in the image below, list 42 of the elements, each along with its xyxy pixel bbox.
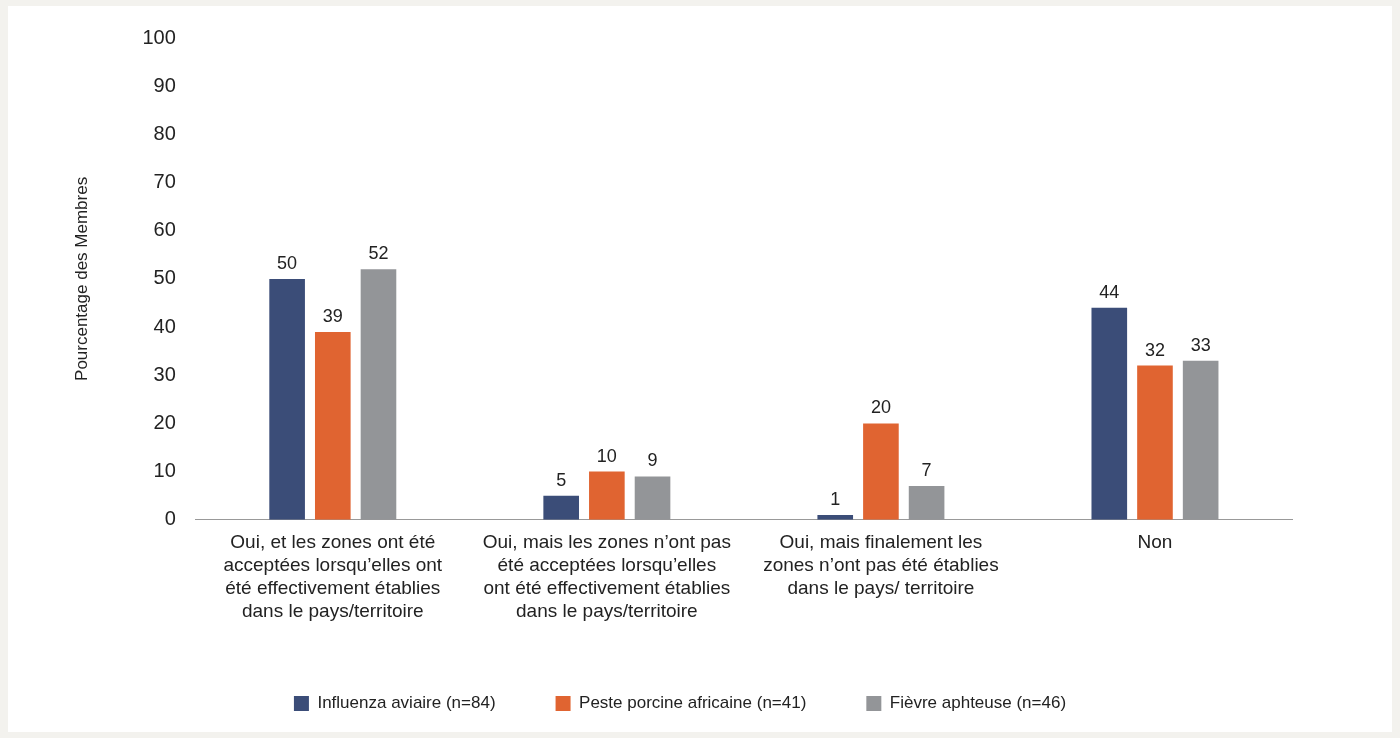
data-label: 50: [277, 252, 298, 273]
y-tick-label: 70: [153, 170, 176, 193]
y-tick-label: 90: [153, 73, 176, 96]
y-tick-label: 100: [142, 25, 176, 48]
legend-label: Fièvre aphteuse (n=46): [889, 693, 1067, 713]
y-tick-label: 80: [153, 121, 176, 144]
bar: [1091, 307, 1128, 520]
y-tick-label: 10: [153, 459, 176, 482]
x-tick-label: Oui, mais finalement les zones n’ont pas été établies dans le pays/ territoire: [763, 531, 999, 599]
data-label: 44: [1099, 281, 1120, 302]
data-label: 33: [1190, 334, 1211, 355]
bar: [1182, 360, 1219, 520]
bar: [863, 423, 899, 520]
data-label: 52: [368, 243, 389, 264]
legend-label: Influenza aviaire (n=84): [317, 693, 496, 713]
y-tick-label: 50: [153, 266, 176, 289]
data-label: 10: [596, 445, 617, 466]
bar: [360, 269, 397, 520]
bar: [908, 486, 945, 520]
y-tick-label: 60: [153, 218, 176, 241]
y-axis-title: Pourcentage des Membres: [71, 176, 91, 381]
x-tick-label: Oui, mais les zones n’ont pas été acceptées lorsqu’elles ont été effectivement établies dans le pays/territoire: [482, 531, 731, 621]
bar: [269, 278, 305, 520]
bar: [1137, 365, 1173, 520]
bar: [314, 331, 351, 520]
y-tick-label: 0: [164, 507, 176, 530]
legend-label: Peste porcine africaine (n=41): [579, 693, 807, 713]
y-tick-label: 20: [153, 410, 176, 433]
y-tick-label: 40: [153, 314, 176, 337]
y-tick-label: 30: [153, 362, 176, 385]
data-label: 7: [921, 460, 932, 481]
bar: [589, 471, 625, 520]
bar: [634, 476, 671, 520]
data-label: 9: [647, 450, 658, 471]
data-label: 39: [322, 305, 343, 326]
data-label: 5: [556, 469, 567, 490]
x-tick-label: Oui, et les zones ont été acceptées lorsqu’elles ont été effectivement établies dans le pays/territoire: [223, 531, 443, 621]
data-label: 32: [1144, 339, 1165, 360]
x-tick-label: Non: [1137, 531, 1173, 553]
data-label: 20: [870, 397, 891, 418]
data-label: 1: [830, 488, 841, 509]
bar: [543, 495, 579, 520]
